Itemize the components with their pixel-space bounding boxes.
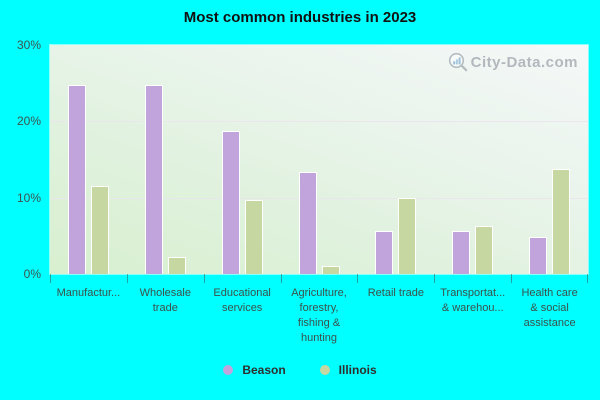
x-label-6: Health care & social assistance [521, 287, 578, 329]
x-tick-7 [587, 274, 588, 283]
bars-container [50, 45, 588, 274]
category-group-1 [127, 45, 204, 274]
y-tick-label-0: 0% [23, 267, 41, 281]
magnifier-bar-chart-icon [448, 52, 467, 72]
legend-label-beason: Beason [242, 363, 286, 377]
x-tick-0 [50, 274, 51, 283]
legend-item-illinois: Illinois [319, 363, 377, 377]
bar-beason-1 [144, 84, 163, 274]
legend-item-beason: Beason [223, 363, 286, 377]
x-tick-5 [434, 274, 436, 283]
y-tick-label-30: 30% [16, 38, 41, 52]
x-label-0: Manufactur... [56, 287, 121, 299]
category-group-2 [204, 45, 281, 274]
y-tick-label-10: 10% [16, 190, 41, 205]
x-tick-4 [357, 274, 359, 283]
legend-dot-beason [223, 365, 234, 375]
category-group-6 [511, 45, 588, 274]
x-label-3: Agriculture, forestry, fishing & hunting [291, 287, 347, 344]
gridline-10pct [50, 197, 588, 199]
x-tick-6 [511, 274, 513, 283]
x-label-2: Educational services [213, 287, 271, 314]
x-tick-3 [280, 274, 282, 283]
x-label-4: Retail trade [367, 287, 424, 299]
x-tick-1 [126, 274, 128, 283]
category-group-5 [434, 45, 511, 274]
bar-beason-5 [452, 230, 471, 274]
category-group-4 [357, 45, 434, 274]
bar-illinois-4 [398, 197, 417, 274]
category-group-3 [281, 45, 358, 274]
category-group-0 [50, 45, 127, 274]
bar-illinois-0 [90, 186, 109, 274]
y-axis: 30% 20% 10% 0% [0, 38, 44, 281]
bar-illinois-1 [167, 257, 186, 274]
chart-title: Most common industries in 2023 [183, 9, 417, 26]
legend-dot-illinois [319, 365, 330, 375]
watermark-text: City-Data.com [470, 53, 578, 71]
bar-illinois-2 [244, 199, 263, 274]
bar-illinois-3 [321, 266, 340, 274]
bar-beason-4 [375, 231, 394, 274]
x-axis-labels: Manufactur... Wholesale trade Educational … [50, 286, 588, 346]
x-label-1: Wholesale trade [139, 287, 191, 314]
bar-beason-3 [298, 172, 317, 274]
watermark: City-Data.com [448, 52, 578, 72]
legend-label-illinois: Illinois [338, 363, 377, 377]
plot-area: City-Data.com [50, 45, 588, 274]
x-tick-2 [203, 274, 205, 283]
bar-illinois-5 [475, 225, 494, 274]
bar-beason-2 [221, 130, 240, 274]
bar-beason-6 [529, 237, 548, 274]
x-label-5: Transportat... & warehou... [440, 287, 506, 314]
legend: Beason Illinois [0, 363, 600, 377]
gridline-20pct [50, 121, 588, 123]
y-tick-label-20: 20% [16, 114, 41, 129]
bar-illinois-6 [552, 169, 571, 274]
bar-beason-0 [67, 84, 86, 274]
x-axis-ticks [50, 274, 588, 283]
